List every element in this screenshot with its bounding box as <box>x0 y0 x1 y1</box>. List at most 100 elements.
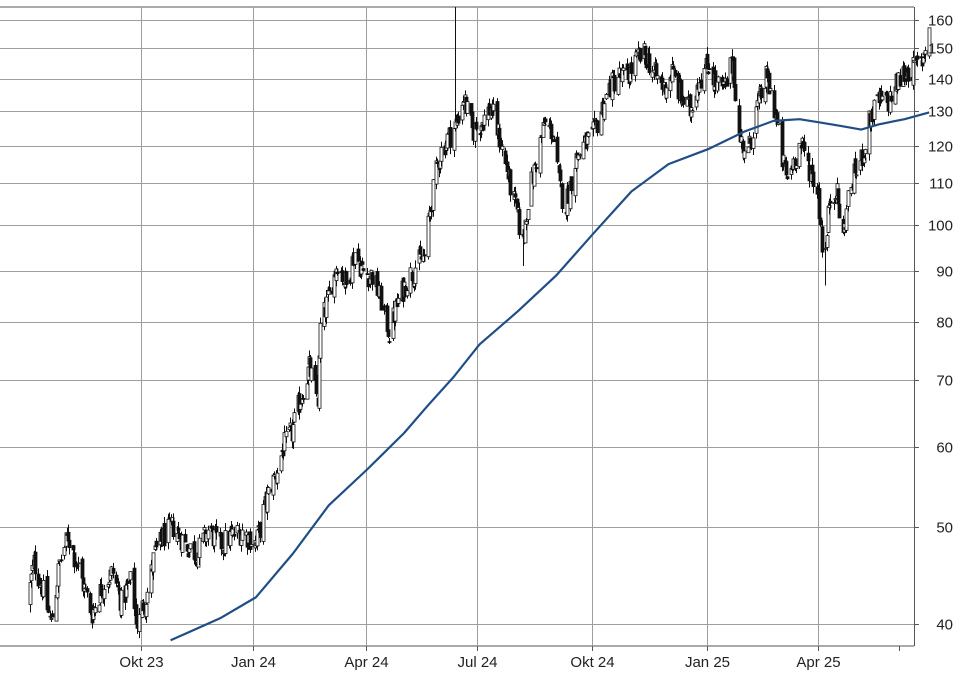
candle-down <box>555 136 560 163</box>
candle-up <box>28 582 33 605</box>
candle-down <box>543 118 548 123</box>
candle-up <box>581 141 586 160</box>
candle-down <box>705 53 710 69</box>
candle-up <box>500 145 505 150</box>
candle-up <box>128 571 133 581</box>
candles <box>28 7 932 639</box>
candle-down <box>314 374 319 395</box>
candle-up <box>202 527 207 531</box>
candle-down <box>340 270 345 282</box>
candle-down <box>560 183 565 210</box>
candle-down <box>906 67 911 82</box>
candle-up <box>97 604 102 613</box>
candle-down <box>435 161 440 164</box>
candle-down <box>88 593 93 614</box>
candle-down <box>71 545 76 551</box>
candle-down <box>802 141 807 151</box>
candle-down <box>681 96 686 105</box>
candle-down <box>820 226 825 253</box>
candle-down <box>550 135 555 138</box>
candle-up <box>291 424 296 443</box>
candle-down <box>141 602 146 612</box>
candle-up <box>452 128 457 151</box>
candle-down <box>387 341 392 343</box>
candle-down <box>418 246 423 255</box>
candle-down <box>733 83 738 102</box>
candle-down <box>497 127 502 148</box>
y-tick-label: 40 <box>936 617 953 634</box>
candle-down <box>889 95 894 102</box>
candle-down <box>552 139 557 143</box>
candle-down <box>154 540 159 548</box>
candle-up <box>426 215 431 258</box>
candle-down <box>811 171 816 187</box>
candle-down <box>301 398 306 400</box>
candle-up <box>746 146 751 154</box>
candle-down <box>785 176 790 180</box>
candle-down <box>33 551 38 575</box>
candle-down <box>167 517 172 520</box>
candle-up <box>305 383 310 400</box>
y-tick-label: 120 <box>928 139 953 156</box>
candle-up <box>266 487 271 495</box>
y-tick-label: 60 <box>936 440 953 457</box>
candle-up <box>434 160 439 185</box>
candle-up <box>797 142 802 167</box>
candle-down <box>767 72 772 95</box>
candle-down <box>192 541 197 560</box>
candle-down <box>612 74 617 92</box>
x-tick-label: Okt 23 <box>119 654 163 671</box>
candle-up <box>716 76 721 83</box>
candle-up <box>751 137 756 149</box>
candle-down <box>171 520 176 538</box>
candle-down <box>902 65 907 82</box>
y-tick-label: 140 <box>928 72 953 89</box>
x-tick-label: Jan 25 <box>685 654 730 671</box>
candle-down <box>361 268 366 271</box>
candle-up <box>616 76 621 95</box>
candle-up <box>93 607 98 614</box>
candle-up <box>602 103 607 120</box>
candle-up <box>353 252 358 265</box>
candle-down <box>699 79 704 89</box>
candle-up <box>144 603 149 618</box>
candle-up <box>573 168 578 197</box>
candle-down <box>365 273 370 276</box>
candle-up <box>62 547 67 556</box>
candle-down <box>258 521 263 538</box>
candle-up <box>439 146 444 162</box>
y-tick-label: 130 <box>928 104 953 121</box>
candle-down <box>214 526 219 533</box>
candle-up <box>578 154 583 157</box>
x-tick-label: Okt 24 <box>570 654 614 671</box>
candle-down <box>818 217 823 226</box>
candle-up <box>76 562 81 565</box>
candle-down <box>111 567 116 574</box>
x-tick-label: Apr 24 <box>344 654 388 671</box>
candle-down <box>114 574 119 584</box>
candle-up <box>317 355 322 409</box>
moving-average-line <box>170 111 930 642</box>
y-tick-label: 150 <box>928 41 953 58</box>
candle-down <box>356 248 361 262</box>
candle-up <box>702 68 707 92</box>
candle-up <box>923 50 928 55</box>
candle-up <box>823 247 828 250</box>
candle-up <box>754 106 759 134</box>
candle-down <box>671 65 676 70</box>
candle-up <box>223 530 228 554</box>
candle-up <box>621 67 626 71</box>
candle-down <box>915 55 920 60</box>
candle-down <box>46 605 51 613</box>
candle-up <box>604 94 609 100</box>
y-tick-label: 100 <box>928 218 953 235</box>
candle-down <box>534 167 539 170</box>
candle-down <box>837 203 842 219</box>
candle-down <box>799 145 804 149</box>
candle-up <box>29 573 34 582</box>
y-tick-label: 70 <box>936 373 953 390</box>
candle-up <box>413 267 418 285</box>
candle-down <box>72 552 77 568</box>
candle-up <box>275 472 280 484</box>
